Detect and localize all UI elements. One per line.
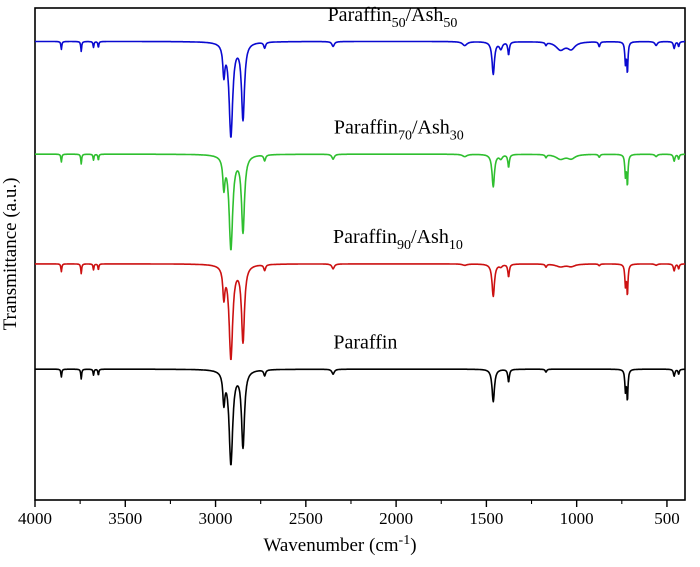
series-label-paraffin70-ash30: Paraffin70/Ash30: [334, 116, 464, 143]
series-label-paraffin: Paraffin: [333, 331, 397, 353]
series-label-paraffin50-ash50: Paraffin50/Ash50: [328, 4, 458, 31]
spectrum-paraffin: [34, 368, 686, 466]
x-tick-label: 2500: [289, 509, 323, 528]
y-axis-label: Transmittance (a.u.): [0, 178, 21, 331]
series-label-paraffin90-ash10: Paraffin90/Ash10: [333, 226, 463, 253]
spectrum-paraffin70-ash30: [34, 153, 686, 251]
spectrum-paraffin90-ash10: [34, 263, 686, 361]
x-tick-label: 1000: [560, 509, 594, 528]
x-tick-label: 1500: [469, 509, 503, 528]
spectrum-paraffin50-ash50: [34, 40, 686, 138]
plot-border: [34, 7, 686, 501]
x-tick-label: 500: [654, 509, 680, 528]
x-axis-label: Wavenumber (cm-1): [263, 533, 416, 556]
x-tick-label: 2000: [379, 509, 413, 528]
x-tick-label: 4000: [18, 509, 52, 528]
x-tick-label: 3000: [199, 509, 233, 528]
x-tick-label: 3500: [108, 509, 142, 528]
